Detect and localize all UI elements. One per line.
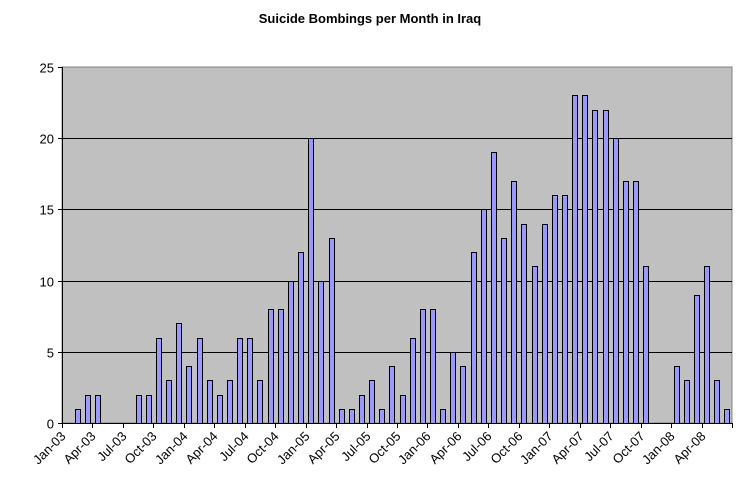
bar-oct-05 bbox=[400, 395, 406, 424]
x-tick-label: Jan-05 bbox=[274, 429, 313, 468]
x-tick-label: Jan-03 bbox=[30, 429, 69, 468]
bar-aug-07 bbox=[623, 181, 629, 424]
bar-dec-03 bbox=[176, 323, 182, 424]
bar-dec-04 bbox=[298, 252, 304, 424]
bar-jan-04 bbox=[186, 366, 192, 424]
bar-oct-07 bbox=[643, 266, 649, 424]
bar-feb-07 bbox=[562, 195, 568, 424]
bar-mar-03 bbox=[85, 395, 91, 424]
bar-aug-03 bbox=[136, 395, 142, 424]
bar-jun-06 bbox=[481, 209, 487, 424]
bar-nov-03 bbox=[166, 380, 172, 424]
y-tick-label: 25 bbox=[40, 61, 54, 76]
bar-mar-06 bbox=[450, 352, 456, 424]
bar-may-05 bbox=[349, 409, 355, 424]
x-tick-label: Jan-08 bbox=[639, 429, 678, 468]
bar-nov-06 bbox=[532, 266, 538, 424]
bar-sep-06 bbox=[511, 181, 517, 424]
bar-feb-05 bbox=[318, 281, 324, 424]
bar-feb-08 bbox=[684, 380, 690, 424]
bar-jun-08 bbox=[724, 409, 730, 424]
x-tick-label: Apr-08 bbox=[670, 429, 708, 467]
bar-may-08 bbox=[714, 380, 720, 424]
bar-aug-04 bbox=[257, 380, 263, 424]
y-tick-label: 10 bbox=[40, 275, 54, 290]
bar-jul-04 bbox=[247, 338, 253, 424]
bar-feb-04 bbox=[197, 338, 203, 424]
bar-feb-03 bbox=[75, 409, 81, 424]
bar-aug-05 bbox=[379, 409, 385, 424]
y-tick-label: 20 bbox=[40, 132, 54, 147]
bar-jul-05 bbox=[369, 380, 375, 424]
bar-apr-08 bbox=[704, 266, 710, 424]
x-tick-label: Apr-04 bbox=[182, 429, 220, 467]
x-tick-label: Jan-07 bbox=[517, 429, 556, 468]
bar-oct-04 bbox=[278, 309, 284, 424]
bar-jan-08 bbox=[674, 366, 680, 424]
x-tick-label: Oct-04 bbox=[243, 429, 281, 467]
bar-apr-06 bbox=[460, 366, 466, 424]
bar-jun-07 bbox=[603, 110, 609, 424]
bar-feb-06 bbox=[440, 409, 446, 424]
x-tick-label: Apr-07 bbox=[548, 429, 586, 467]
bar-may-04 bbox=[227, 380, 233, 424]
bar-oct-06 bbox=[521, 224, 527, 424]
bar-jul-07 bbox=[613, 138, 619, 424]
x-tick-label: Oct-03 bbox=[121, 429, 159, 467]
bar-jun-05 bbox=[359, 395, 365, 424]
bar-sep-03 bbox=[146, 395, 152, 424]
bar-mar-08 bbox=[694, 295, 700, 424]
y-tick-label: 0 bbox=[47, 417, 54, 432]
x-tick-label: Jan-04 bbox=[152, 429, 191, 468]
x-tick-label: Jan-06 bbox=[395, 429, 434, 468]
bar-mar-05 bbox=[329, 238, 335, 424]
chart-title: Suicide Bombings per Month in Iraq bbox=[259, 11, 482, 26]
bar-may-07 bbox=[592, 110, 598, 424]
bar-mar-04 bbox=[207, 380, 213, 424]
bar-dec-05 bbox=[420, 309, 426, 424]
y-tick-label: 5 bbox=[47, 346, 54, 361]
x-tick-label: Apr-06 bbox=[426, 429, 464, 467]
bar-sep-05 bbox=[389, 366, 395, 424]
bar-sep-07 bbox=[633, 181, 639, 424]
x-tick-label: Apr-05 bbox=[304, 429, 342, 467]
bar-apr-07 bbox=[582, 95, 588, 424]
bar-jun-04 bbox=[237, 338, 243, 424]
bar-jan-07 bbox=[552, 195, 558, 424]
y-tick-label: 15 bbox=[40, 203, 54, 218]
bar-jul-06 bbox=[491, 152, 497, 424]
bar-apr-04 bbox=[217, 395, 223, 424]
bar-jan-05 bbox=[308, 138, 314, 424]
bar-aug-06 bbox=[501, 238, 507, 424]
bar-dec-06 bbox=[542, 224, 548, 424]
bar-nov-05 bbox=[410, 338, 416, 424]
bar-mar-07 bbox=[572, 95, 578, 424]
bar-apr-05 bbox=[339, 409, 345, 424]
bar-apr-03 bbox=[95, 395, 101, 424]
bar-sep-04 bbox=[268, 309, 274, 424]
plot-area bbox=[61, 66, 733, 424]
bar-may-06 bbox=[471, 252, 477, 424]
x-tick-label: Apr-03 bbox=[60, 429, 98, 467]
bar-jan-06 bbox=[430, 309, 436, 424]
bar-oct-03 bbox=[156, 338, 162, 424]
bar-nov-04 bbox=[288, 281, 294, 424]
